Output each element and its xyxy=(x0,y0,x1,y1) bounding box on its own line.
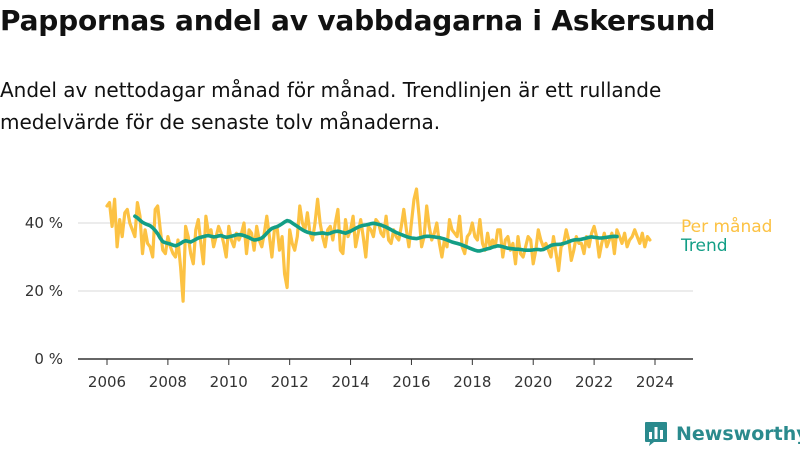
x-tick-label: 2024 xyxy=(636,373,674,391)
y-tick-label: 20 % xyxy=(25,282,63,300)
legend-label-trend: Trend xyxy=(680,236,728,256)
x-axis: 2006 2008 2010 2012 2014 2016 2018 2020 2022 2024 xyxy=(78,358,693,391)
page-title: Pappornas andel av vabbdagarna i Askersu… xyxy=(0,4,716,37)
series-line-trend xyxy=(133,214,619,253)
x-tick-label: 2020 xyxy=(514,373,552,391)
x-tick-label: 2006 xyxy=(88,373,126,391)
brand-name: Newsworthy xyxy=(676,423,800,445)
page-subtitle: Andel av nettodagar månad för månad. Tre… xyxy=(0,78,662,134)
x-tick-label: 2008 xyxy=(149,373,187,391)
x-tick-label: 2014 xyxy=(331,373,369,391)
series-lines xyxy=(105,187,652,303)
y-axis-ticks: 0 % 20 % 40 % xyxy=(25,214,63,368)
legend-label-per-manad: Per månad xyxy=(681,216,772,237)
x-tick-label: 2012 xyxy=(271,373,309,391)
bar-chart-logo-icon xyxy=(645,422,667,446)
newsworthy-brand: Newsworthy xyxy=(644,420,800,448)
y-tick-label: 0 % xyxy=(34,350,63,368)
x-tick-label: 2022 xyxy=(575,373,613,391)
x-tick-label: 2016 xyxy=(392,373,430,391)
y-tick-label: 40 % xyxy=(25,214,63,232)
x-tick-label: 2018 xyxy=(453,373,491,391)
x-tick-label: 2010 xyxy=(210,373,248,391)
series-line-per-manad xyxy=(105,187,652,303)
